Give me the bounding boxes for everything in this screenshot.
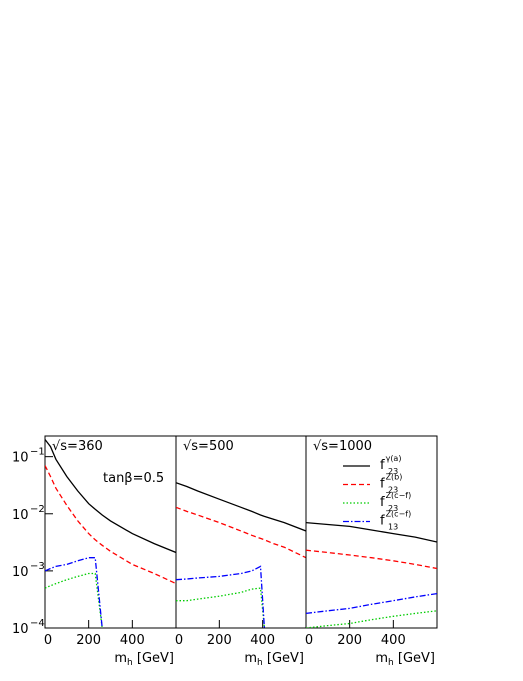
x-tick-label: 0 [175,633,183,648]
y-tick-label: 10 [12,508,29,523]
panel-title: √s=500 [183,439,234,454]
x-tick-label: 0 [44,633,52,648]
series-group [45,439,176,628]
x-label-unit: [GeV] [263,651,304,666]
legend-sup: Z(c−f) [386,491,412,500]
series-line [176,482,306,532]
legend-sub: 23 [388,504,398,513]
x-label-main: m [375,651,388,666]
panel-title: √s=360 [52,439,103,454]
legend-label: fγ(a) 23 [380,454,401,476]
y-tick-exponent: −3 [30,561,45,572]
x-tick-label: 400 [381,633,406,648]
x-label-sub: h [388,658,394,668]
x-axis-label: mh [GeV] [244,651,304,668]
series-group [176,482,306,628]
x-tick-label: 400 [250,633,275,648]
legend-sub: 23 [388,467,398,476]
x-label-unit: [GeV] [133,651,174,666]
x-label-sub: h [127,658,133,668]
x-label-unit: [GeV] [394,651,435,666]
x-label-main: m [244,651,257,666]
x-tick-label: 200 [76,633,101,648]
y-tick-label: 10 [12,451,29,466]
x-label-main: m [114,651,127,666]
panel-title: √s=1000 [313,439,372,454]
y-tick-label: 10 [12,622,29,637]
x-tick-label: 400 [120,633,145,648]
series-line [45,465,176,585]
legend-name: f [380,495,385,510]
series-line [176,506,306,559]
x-tick-label: 0 [305,633,313,648]
series-line [176,587,266,628]
series-line [306,549,437,570]
series-line [45,572,103,628]
y-tick-exponent: −2 [30,504,45,515]
legend-sup: γ(a) [386,454,402,463]
legend-label: fZ(c−f) 23 [380,491,411,513]
series-group [306,521,437,628]
legend-label: fZ(c−f) 13 [380,510,411,532]
series-line [306,521,437,543]
legend-sub: 23 [388,486,398,495]
y-tick-exponent: −1 [30,447,45,458]
x-label-sub: h [257,658,263,668]
y-tick-label: 10 [12,565,29,580]
legend-sup: Z(c−f) [386,510,412,519]
series-line [45,439,176,554]
legend-label: fZ(b) 23 [380,473,402,495]
series-line [306,592,437,615]
plot-frame [44,435,177,629]
legend-name: f [380,514,385,529]
legend-name: f [380,458,385,473]
legend-sup: Z(b) [386,473,403,482]
series-line [45,557,103,628]
legend-name: f [380,477,385,492]
y-tick-exponent: −4 [30,618,45,629]
x-tick-label: 200 [207,633,232,648]
legend-sub: 13 [388,523,398,532]
plot-frame [175,435,307,629]
series-line [176,565,266,628]
x-axis-label: mh [GeV] [375,651,435,668]
x-axis-label: mh [GeV] [114,651,174,668]
series-line [306,610,437,628]
annotation: tanβ=0.5 [103,471,164,486]
x-tick-label: 200 [337,633,362,648]
plot-frame [305,435,438,629]
